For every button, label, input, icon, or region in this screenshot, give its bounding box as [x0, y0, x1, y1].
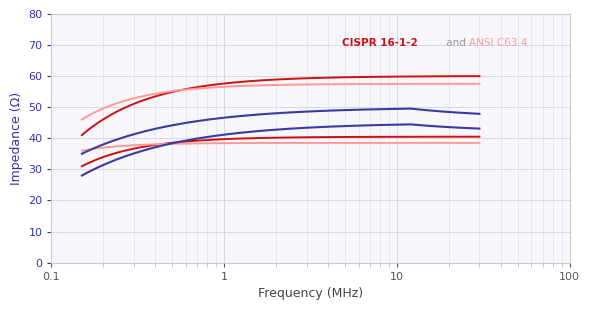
Y-axis label: Impedance (Ω): Impedance (Ω) — [9, 92, 23, 185]
Text: CISPR 16-1-2: CISPR 16-1-2 — [342, 38, 418, 48]
X-axis label: Frequency (MHz): Frequency (MHz) — [258, 287, 363, 300]
Text: and: and — [442, 38, 469, 48]
Text: ANSI C63.4: ANSI C63.4 — [468, 38, 527, 48]
